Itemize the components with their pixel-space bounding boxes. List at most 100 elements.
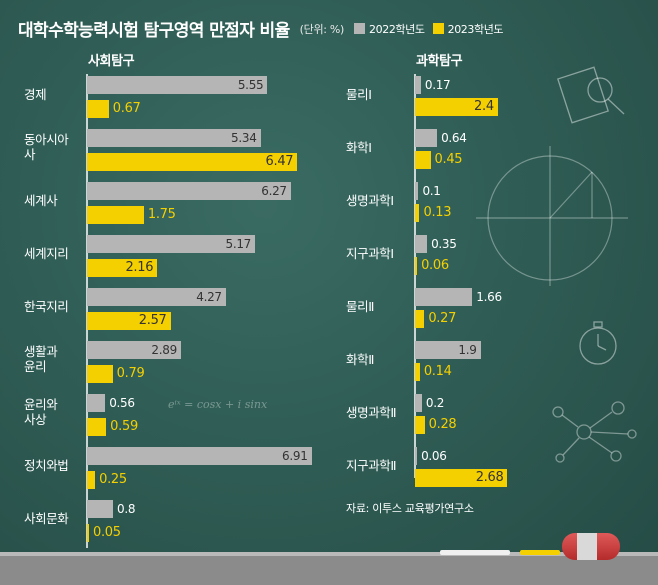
science-value-label-2022: 0.2: [425, 396, 445, 410]
eraser-band: [577, 533, 597, 560]
science-bar-2023: [415, 416, 425, 434]
social-category-label-line: 생활과: [24, 344, 58, 359]
social-category-label-line: 동아시아: [24, 132, 69, 147]
social-bar-2022: [87, 288, 226, 306]
science-axis-line: [414, 74, 416, 478]
social-bar-2023: [87, 259, 158, 277]
science-category-label-line: 물리Ⅰ: [346, 86, 372, 102]
science-value-label-2023: 0.45: [434, 152, 463, 167]
social-category-label-line: 세계지리: [24, 245, 69, 261]
white-chalk: [440, 550, 510, 555]
social-bar-2022: [87, 235, 256, 253]
science-bar-2022: [415, 394, 422, 412]
science-bar-2022: [415, 341, 481, 359]
social-bar-2023: [87, 206, 144, 224]
science-category-label-line: 생명과학Ⅱ: [346, 404, 397, 420]
social-category-label-line: 윤리와: [24, 397, 58, 412]
legend-item-2023: 2023학년도: [432, 21, 504, 37]
science-bar-2023: [415, 310, 425, 328]
science-category-label: 지구과학Ⅱ: [346, 457, 397, 473]
science-value-label-2023: 0.28: [428, 417, 457, 432]
chart-title: 대학수학능력시험 탐구영역 만점자 비율: [18, 21, 290, 41]
social-category-label: 경제: [24, 86, 47, 102]
social-category-label: 세계사: [24, 193, 58, 208]
science-bar-2022: [415, 447, 418, 465]
stopwatch-doodle-icon: [579, 321, 617, 365]
social-category-label: 생활과 윤리: [24, 344, 58, 374]
social-value-label-2022: 5.34: [231, 131, 257, 145]
social-category-label-line: 한국지리: [24, 298, 69, 314]
social-axis-line: [86, 74, 88, 548]
social-value-label-2023: 2.57: [138, 313, 167, 328]
social-bar-2023: [87, 471, 96, 489]
social-bar-2023: [87, 365, 113, 383]
science-bar-2022: [415, 182, 419, 200]
unit-label: (단위: %): [299, 22, 345, 36]
social-value-label-2023: 1.75: [147, 207, 176, 222]
social-bar-2023: [87, 153, 298, 171]
social-category-label: 정치와법: [24, 457, 69, 473]
science-value-label-2022: 0.35: [431, 237, 457, 251]
social-category-label-line: 정치와법: [24, 457, 69, 473]
science-value-label-2023: 0.06: [421, 258, 449, 273]
social-bar-2023: [87, 100, 109, 118]
social-bar-2022: [87, 500, 113, 518]
science-value-label-2022: 0.64: [441, 131, 467, 145]
science-category-label: 지구과학Ⅰ: [346, 246, 394, 261]
legend-item-2022: 2022학년도: [354, 21, 425, 37]
science-category-label-line: 화학Ⅱ: [346, 351, 374, 367]
social-bar-2022: [87, 394, 106, 412]
science-value-label-2023: 0.14: [423, 364, 452, 379]
science-category-label: 생명과학Ⅰ: [346, 193, 394, 208]
header: 대학수학능력시험 탐구영역 만점자 비율 (단위: %) 2022학년도 202…: [18, 16, 511, 41]
yellow-chalk: [520, 550, 560, 555]
science-category-label: 물리Ⅰ: [346, 87, 372, 102]
science-bar-2022: [415, 129, 438, 147]
science-value-label-2022: 1.9: [458, 343, 477, 357]
chalk-tray-edge: [0, 552, 658, 558]
social-category-label: 한국지리: [24, 298, 69, 314]
science-bar-2023: [415, 151, 431, 169]
science-category-label-line: 지구과학Ⅰ: [346, 245, 394, 261]
legend-swatch-2022: [354, 23, 366, 34]
social-bar-2022: [87, 447, 312, 465]
science-category-label-line: 지구과학Ⅱ: [346, 457, 397, 473]
social-value-label-2023: 6.47: [265, 154, 294, 169]
social-value-label-2022: 2.89: [151, 343, 177, 357]
social-category-label: 윤리와 사상: [24, 397, 58, 427]
section-title-science: 과학탐구: [416, 54, 463, 69]
social-value-label-2022: 0.56: [109, 396, 135, 410]
science-category-label: 물리Ⅱ: [346, 299, 374, 314]
social-value-label-2022: 4.27: [196, 290, 222, 304]
social-category-label: 세계지리: [24, 245, 69, 261]
science-value-label-2023: 0.13: [423, 205, 452, 220]
social-bar-2022: [87, 182, 291, 200]
science-bar-2023: [415, 98, 498, 116]
social-value-label-2022: 5.17: [225, 237, 252, 251]
legend: 2022학년도 2023학년도: [354, 21, 511, 37]
science-category-label-line: 물리Ⅱ: [346, 298, 374, 314]
social-value-label-2023: 0.05: [93, 525, 121, 540]
social-bar-2022: [87, 341, 181, 359]
science-value-label-2022: 0.06: [421, 449, 447, 463]
science-value-label-2023: 2.68: [475, 470, 504, 485]
social-bar-2023: [87, 312, 171, 330]
social-bar-2022: [87, 129, 261, 147]
section-title-social: 사회탐구: [88, 54, 135, 69]
science-category-label-line: 생명과학Ⅰ: [346, 192, 394, 208]
social-value-label-2023: 0.79: [116, 366, 145, 381]
science-category-label: 화학Ⅱ: [346, 352, 374, 367]
euler-formula-doodle: eⁱˣ = cosx + i sinx: [168, 398, 268, 411]
science-bar-2022: [415, 235, 428, 253]
science-bar-2022: [415, 76, 421, 94]
social-category-label-line: 윤리: [24, 359, 47, 374]
source-note: 자료: 이투스 교육평가연구소: [346, 502, 474, 515]
social-category-label: 사회문화: [24, 511, 69, 526]
magnifier-doodle-icon: [557, 66, 625, 124]
science-value-label-2022: 1.66: [476, 290, 502, 304]
social-value-label-2022: 6.27: [261, 184, 287, 198]
social-category-label-line: 경제: [24, 86, 47, 102]
science-bar-2023: [415, 257, 418, 275]
science-category-label: 생명과학Ⅱ: [346, 404, 397, 420]
social-value-label-2023: 2.16: [125, 260, 154, 275]
